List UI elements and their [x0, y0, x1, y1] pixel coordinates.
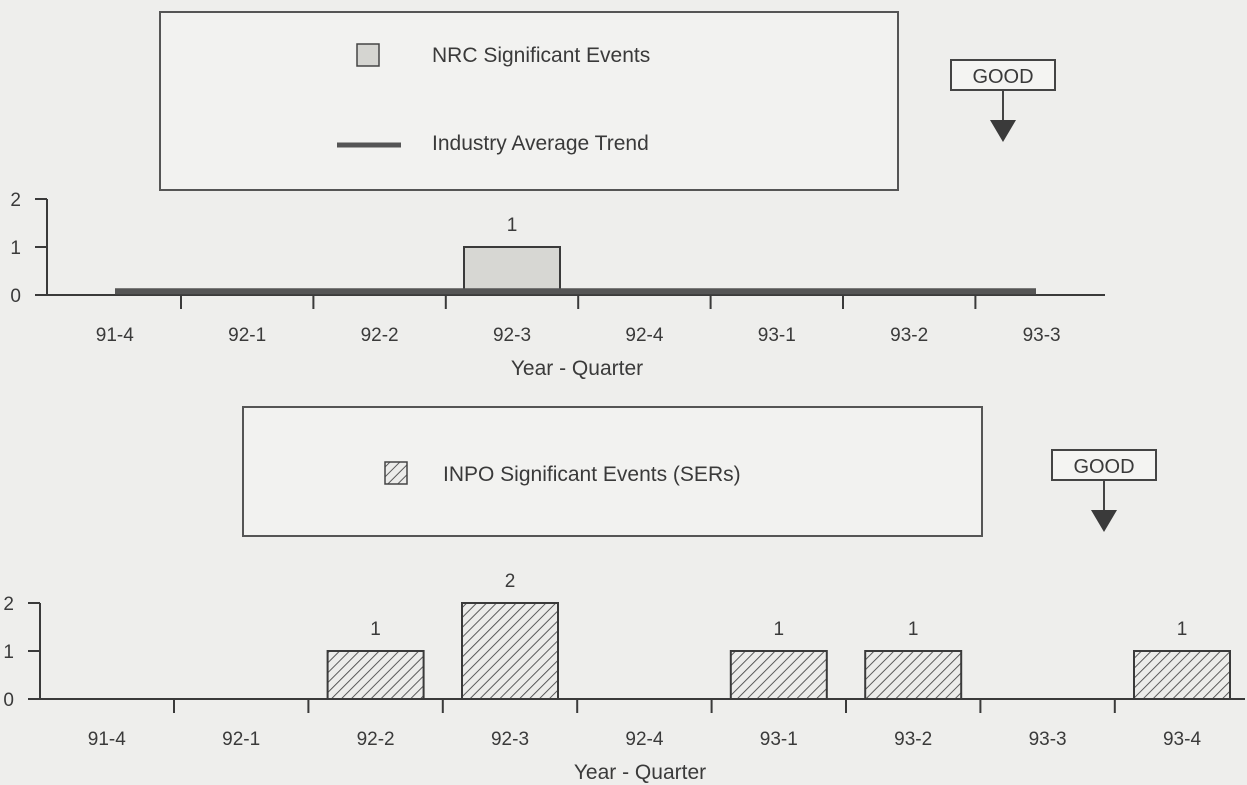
- nrc-x-tick-label: 92-1: [228, 325, 266, 346]
- inpo-bar: [864, 650, 963, 700]
- inpo-x-tick-label: 92-1: [222, 729, 260, 750]
- inpo-x-tick-label: 92-3: [491, 729, 529, 750]
- nrc-legend-swatch-bar: [356, 43, 380, 67]
- inpo-good-box: [1051, 449, 1157, 481]
- inpo-x-tick-label: 93-2: [894, 729, 932, 750]
- nrc-good-indicator: GOOD: [950, 59, 1056, 142]
- nrc-x-tick-label: 92-3: [493, 325, 531, 346]
- inpo-x-tick-label: 93-3: [1029, 729, 1067, 750]
- inpo-x-tick-label: 92-4: [625, 729, 663, 750]
- inpo-axes: [28, 602, 1245, 713]
- inpo-data-label: 1: [908, 619, 919, 640]
- inpo-y-tick-label: 0: [3, 690, 14, 711]
- inpo-x-tick-labels: 91-4 92-1 92-2 92-3 92-4 93-1 93-2 93-3 93-4: [88, 729, 1202, 750]
- inpo-y-tick-label: 2: [3, 594, 14, 615]
- nrc-x-tick-label: 92-4: [625, 325, 663, 346]
- inpo-legend-label-events: INPO Significant Events (SERs): [443, 463, 741, 486]
- inpo-legend-box: [242, 406, 983, 537]
- nrc-legend-box: [159, 11, 899, 191]
- nrc-legend-label-events: NRC Significant Events: [432, 44, 650, 67]
- nrc-x-tick-label: 92-2: [361, 325, 399, 346]
- nrc-chart: NRC Significant Events Industry Average …: [10, 11, 1105, 380]
- nrc-legend-label-trend: Industry Average Trend: [432, 132, 649, 155]
- nrc-y-tick-label: 2: [10, 190, 21, 211]
- nrc-x-axis-title: Year - Quarter: [511, 357, 643, 380]
- inpo-y-tick-label: 1: [3, 642, 14, 663]
- nrc-x-tick-label: 93-1: [758, 325, 796, 346]
- inpo-data-label: 1: [370, 619, 381, 640]
- inpo-x-tick-label: 93-1: [760, 729, 798, 750]
- nrc-axes: [35, 198, 1105, 309]
- nrc-x-tick-labels: 91-4 92-1 92-2 92-3 92-4 93-1 93-2 93-3: [96, 325, 1061, 346]
- inpo-x-tick-label: 92-2: [357, 729, 395, 750]
- inpo-legend-swatch-bar: [384, 461, 408, 485]
- inpo-good-label: GOOD: [1073, 456, 1134, 478]
- inpo-x-tick-label: 91-4: [88, 729, 126, 750]
- nrc-x-tick-label: 91-4: [96, 325, 134, 346]
- inpo-data-label: 1: [774, 619, 785, 640]
- down-arrow-icon: [990, 120, 1016, 142]
- down-arrow-icon: [1091, 510, 1117, 532]
- nrc-y-tick-label: 0: [10, 286, 21, 307]
- nrc-y-tick-labels: 0 1 2: [10, 190, 21, 307]
- inpo-bar: [729, 650, 828, 700]
- nrc-x-tick-label: 93-3: [1023, 325, 1061, 346]
- nrc-bar: [463, 246, 561, 296]
- nrc-good-label: GOOD: [972, 66, 1033, 88]
- inpo-x-axis-title: Year - Quarter: [574, 761, 706, 784]
- inpo-chart: INPO Significant Events (SERs) GOOD 91-4…: [3, 406, 1245, 784]
- inpo-bar: [461, 602, 559, 700]
- inpo-data-labels: 1 2 1 1 1: [370, 571, 1187, 640]
- nrc-bars: [463, 246, 561, 296]
- inpo-x-tick-label: 93-4: [1163, 729, 1201, 750]
- nrc-data-label: 1: [507, 215, 518, 236]
- inpo-bar: [326, 650, 425, 700]
- nrc-y-tick-label: 1: [10, 238, 21, 259]
- inpo-data-label: 1: [1177, 619, 1188, 640]
- nrc-x-tick-label: 93-2: [890, 325, 928, 346]
- inpo-good-indicator: GOOD: [1051, 449, 1157, 532]
- inpo-data-label: 2: [505, 571, 516, 592]
- inpo-bar: [1133, 650, 1231, 700]
- inpo-bars: [326, 602, 1231, 700]
- nrc-data-labels: 1: [507, 215, 518, 236]
- inpo-y-tick-labels: 0 1 2: [3, 594, 14, 711]
